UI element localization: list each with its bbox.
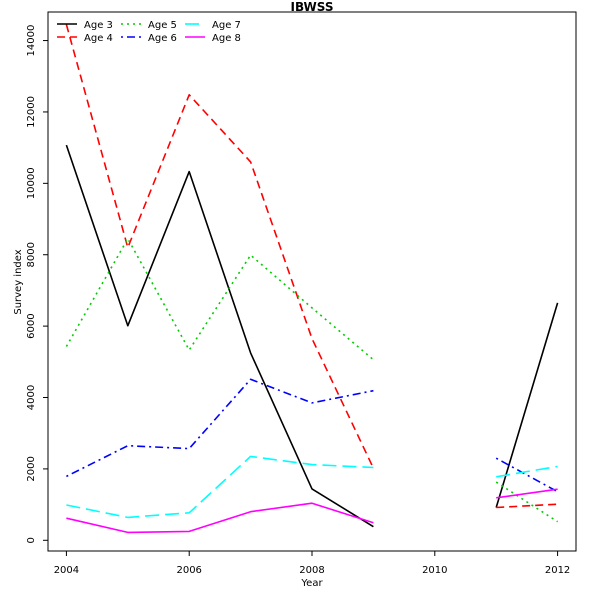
y-tick-label: 6000 bbox=[26, 313, 37, 338]
x-tick-label: 2006 bbox=[176, 565, 201, 576]
legend-label: Age 3 bbox=[84, 20, 113, 31]
legend: Age 3 Age 4 Age 5 Age 6 Age 7 Age 8 bbox=[57, 20, 241, 44]
series-age-5 bbox=[65, 237, 559, 523]
legend-label: Age 6 bbox=[148, 33, 177, 44]
series-line-segment bbox=[495, 457, 558, 493]
y-tick-label: 14000 bbox=[26, 25, 37, 57]
y-tick-label: 12000 bbox=[26, 96, 37, 128]
series-line-segment bbox=[496, 503, 558, 509]
series-age-7 bbox=[66, 455, 558, 519]
legend-label: Age 4 bbox=[84, 33, 113, 44]
series-line-segment bbox=[66, 378, 374, 478]
legend-label: Age 7 bbox=[212, 20, 241, 31]
series-line-segment bbox=[495, 481, 559, 523]
x-tick-label: 2010 bbox=[422, 565, 447, 576]
series-line-segment bbox=[496, 465, 558, 478]
y-tick-label: 2000 bbox=[26, 456, 37, 481]
series-line-segment bbox=[65, 237, 374, 361]
series-age-4 bbox=[65, 24, 558, 509]
plot-frame bbox=[47, 11, 577, 552]
legend-label: Age 8 bbox=[212, 33, 241, 44]
x-tick-label: 2008 bbox=[299, 565, 324, 576]
series-age-8 bbox=[66, 488, 558, 534]
series-layer bbox=[65, 24, 559, 534]
series-line-segment bbox=[65, 24, 375, 469]
y-axis: 0 2000 4000 6000 8000 10000 12000 14000 bbox=[26, 25, 48, 543]
series-line-segment bbox=[495, 302, 559, 508]
y-tick-label: 0 bbox=[26, 537, 37, 543]
series-line-segment bbox=[496, 488, 558, 499]
x-tick-label: 2004 bbox=[54, 565, 79, 576]
series-line-segment bbox=[66, 502, 374, 534]
x-tick-label: 2012 bbox=[545, 565, 570, 576]
y-tick-label: 8000 bbox=[26, 242, 37, 267]
legend-label: Age 5 bbox=[148, 20, 177, 31]
series-age-3 bbox=[65, 144, 559, 528]
series-age-6 bbox=[66, 378, 558, 493]
y-tick-label: 4000 bbox=[26, 385, 37, 410]
y-tick-label: 10000 bbox=[26, 167, 37, 199]
series-line-segment bbox=[66, 455, 374, 519]
x-axis: 2004 2006 2008 2010 2012 bbox=[54, 551, 570, 576]
y-axis-label: Survey index bbox=[13, 249, 24, 314]
x-axis-label: Year bbox=[300, 578, 323, 589]
chart-title: IBWSS bbox=[291, 0, 334, 14]
series-line-segment bbox=[65, 144, 374, 528]
